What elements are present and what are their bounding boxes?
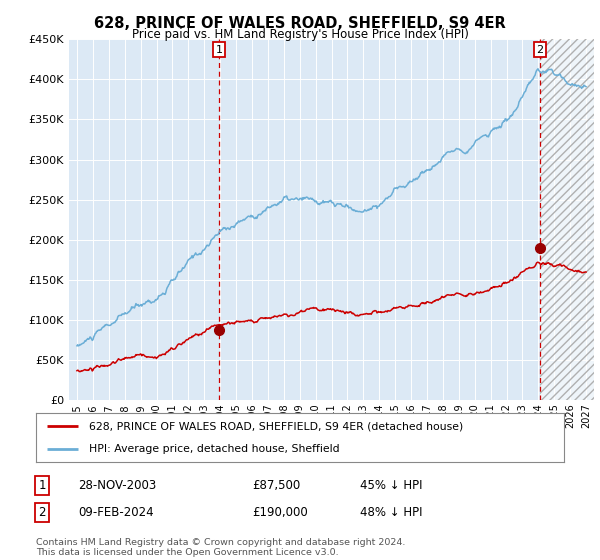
Text: 1: 1 [38,479,46,492]
Text: 2: 2 [38,506,46,519]
Text: 1: 1 [215,45,223,55]
Text: 09-FEB-2024: 09-FEB-2024 [78,506,154,519]
Bar [540,39,594,400]
Text: 48% ↓ HPI: 48% ↓ HPI [360,506,422,519]
Text: 628, PRINCE OF WALES ROAD, SHEFFIELD, S9 4ER (detached house): 628, PRINCE OF WALES ROAD, SHEFFIELD, S9… [89,422,463,431]
Text: Contains HM Land Registry data © Crown copyright and database right 2024.
This d: Contains HM Land Registry data © Crown c… [36,538,406,557]
Bar [540,39,594,400]
Text: HPI: Average price, detached house, Sheffield: HPI: Average price, detached house, Shef… [89,444,340,454]
Text: £190,000: £190,000 [252,506,308,519]
Text: 2: 2 [536,45,544,55]
Text: £87,500: £87,500 [252,479,300,492]
Text: 628, PRINCE OF WALES ROAD, SHEFFIELD, S9 4ER: 628, PRINCE OF WALES ROAD, SHEFFIELD, S9… [94,16,506,31]
Text: 28-NOV-2003: 28-NOV-2003 [78,479,156,492]
Text: Price paid vs. HM Land Registry's House Price Index (HPI): Price paid vs. HM Land Registry's House … [131,28,469,41]
Text: 45% ↓ HPI: 45% ↓ HPI [360,479,422,492]
